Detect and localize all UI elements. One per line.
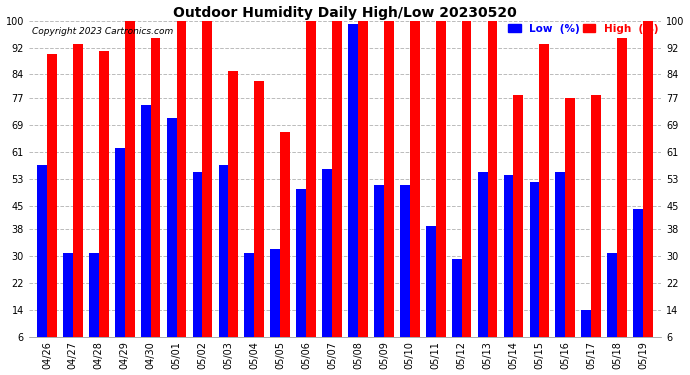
Bar: [296, 189, 306, 357]
Bar: [582, 310, 591, 357]
Bar: [529, 182, 540, 357]
Bar: [643, 21, 653, 357]
Bar: [167, 118, 177, 357]
Bar: [193, 172, 202, 357]
Bar: [633, 209, 643, 357]
Bar: [280, 132, 290, 357]
Bar: [435, 21, 446, 357]
Bar: [115, 148, 125, 357]
Bar: [219, 165, 228, 357]
Bar: [47, 54, 57, 357]
Bar: [141, 105, 150, 357]
Bar: [125, 21, 135, 357]
Bar: [426, 226, 435, 357]
Bar: [488, 21, 497, 357]
Bar: [462, 21, 471, 357]
Bar: [452, 259, 462, 357]
Bar: [150, 38, 161, 357]
Bar: [306, 21, 316, 357]
Bar: [477, 172, 488, 357]
Bar: [374, 185, 384, 357]
Bar: [202, 21, 213, 357]
Bar: [332, 21, 342, 357]
Bar: [270, 249, 280, 357]
Bar: [177, 21, 186, 357]
Bar: [565, 98, 575, 357]
Bar: [89, 253, 99, 357]
Bar: [348, 24, 358, 357]
Bar: [63, 253, 73, 357]
Title: Outdoor Humidity Daily High/Low 20230520: Outdoor Humidity Daily High/Low 20230520: [173, 6, 517, 20]
Bar: [504, 175, 513, 357]
Bar: [358, 21, 368, 357]
Bar: [591, 94, 601, 357]
Bar: [617, 38, 627, 357]
Bar: [255, 81, 264, 357]
Bar: [228, 71, 238, 357]
Bar: [384, 21, 394, 357]
Bar: [410, 21, 420, 357]
Bar: [400, 185, 410, 357]
Text: Copyright 2023 Cartronics.com: Copyright 2023 Cartronics.com: [32, 27, 173, 36]
Bar: [244, 253, 255, 357]
Bar: [607, 253, 617, 357]
Bar: [322, 169, 332, 357]
Bar: [513, 94, 523, 357]
Bar: [540, 44, 549, 357]
Bar: [555, 172, 565, 357]
Bar: [99, 51, 108, 357]
Bar: [37, 165, 47, 357]
Legend: Low  (%), High  (%): Low (%), High (%): [506, 22, 660, 36]
Bar: [73, 44, 83, 357]
